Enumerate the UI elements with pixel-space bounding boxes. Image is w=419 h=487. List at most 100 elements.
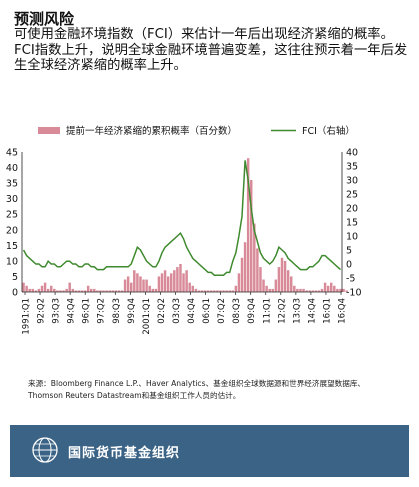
probability-bar: [256, 248, 259, 292]
x-tick-label: 93:Q3: [52, 298, 62, 324]
x-tick-label: 98:Q3: [112, 298, 122, 324]
x-tick-label: 16:Q4: [338, 298, 348, 324]
probability-bar: [333, 285, 336, 292]
probability-bar: [268, 288, 271, 292]
probability-bar: [240, 257, 244, 292]
probability-bar: [148, 285, 151, 292]
x-tick-label: 03:Q3: [172, 298, 182, 324]
probability-bar: [290, 276, 293, 292]
probability-bar: [320, 288, 324, 292]
x-tick-label: 04:Q4: [187, 298, 197, 324]
probability-bar: [68, 282, 71, 292]
probability-bar: [299, 288, 302, 292]
probability-bar: [154, 288, 158, 292]
probability-bar: [170, 273, 173, 292]
right-tick-label: 35: [346, 162, 358, 173]
probability-bar: [194, 288, 198, 292]
probability-bar: [314, 290, 318, 292]
probability-bar: [160, 273, 164, 292]
x-tick-label: 16:Q1: [322, 298, 332, 324]
probability-bar: [105, 290, 108, 292]
probability-bar: [228, 290, 231, 292]
probability-bar: [83, 290, 87, 292]
probability-bar: [213, 290, 216, 292]
probability-bar: [259, 267, 262, 292]
fci-chart: 提前一年经济紧缩的累积概率（百分数） FCI（右轴） 0 5 10 15 20 25 30 3…: [6, 125, 362, 335]
x-tick-label: 2001:Q1: [142, 298, 152, 335]
x-tick-label: 08:Q3: [232, 298, 242, 324]
probability-bar: [56, 290, 59, 292]
probability-bar: [59, 290, 62, 292]
probability-bar: [157, 276, 161, 292]
probability-bar: [25, 285, 28, 292]
probability-bar: [262, 279, 265, 292]
probability-bar: [117, 290, 121, 292]
probability-bar: [65, 288, 68, 292]
left-tick-label: 5: [12, 272, 18, 283]
probability-bar: [77, 290, 81, 292]
x-tick-label: 1991:Q1: [22, 298, 32, 335]
page-subtitle: 可使用金融环境指数（FCI）来估计一年后出现经济紧缩的概率。FCI指数上升，说明…: [14, 27, 408, 73]
right-tick-label: 20: [346, 204, 358, 215]
right-tick-label: -5: [346, 274, 355, 285]
x-tick-label: 02:Q2: [157, 298, 167, 324]
x-tick-label: 11:Q1: [262, 298, 272, 324]
probability-bar: [197, 290, 201, 292]
probability-bar: [231, 290, 234, 292]
org-name: 国际货币基金组织: [68, 446, 181, 461]
left-tick-label: 0: [12, 288, 18, 299]
x-tick-label: 14:Q4: [307, 298, 317, 324]
left-axis-ticks: 0 5 10 15 20 25 30 35 40 45: [6, 148, 18, 299]
probability-bar: [342, 288, 345, 292]
left-tick-label: 45: [6, 148, 18, 159]
chart-legend: 提前一年经济紧缩的累积概率（百分数） FCI（右轴）: [38, 125, 355, 137]
probability-bar: [74, 290, 78, 292]
probability-bar: [250, 180, 253, 292]
probability-bar: [163, 270, 167, 292]
x-tick-label: 06:Q1: [202, 298, 212, 324]
probability-bar: [145, 279, 148, 292]
probability-bar: [336, 288, 339, 292]
probability-bar: [311, 290, 314, 292]
x-tick-label: 92:Q2: [37, 298, 47, 324]
probability-bar: [305, 290, 308, 292]
probability-bar: [62, 290, 65, 292]
left-tick-label: 40: [6, 163, 18, 174]
probability-bar: [317, 290, 321, 292]
probability-bar: [222, 290, 225, 292]
right-tick-label: 25: [346, 190, 358, 201]
probability-bar: [80, 290, 84, 292]
right-axis-ticks: -10 -5 0 5 10 15 20 25 30 35 40: [346, 148, 362, 299]
probability-bars: [22, 158, 348, 292]
probability-bar: [234, 285, 238, 292]
probability-bar: [206, 290, 210, 292]
legend-bar-swatch: [38, 127, 60, 134]
probability-bar: [302, 288, 305, 292]
left-tick-label: 20: [6, 225, 18, 236]
left-tick-label: 10: [6, 256, 18, 267]
probability-bar: [203, 290, 207, 292]
probability-bar: [182, 273, 185, 292]
probability-bar: [40, 285, 44, 292]
footer-banner: 国际货币基金组织: [10, 425, 409, 477]
x-axis-labels: 1991:Q1 92:Q2 93:Q3 94:Q4 96:Q1 97:Q2 98:Q3 99:…: [22, 292, 348, 335]
probability-bar: [185, 270, 188, 292]
imf-globe-logo-icon: [32, 437, 58, 463]
probability-bar: [46, 288, 50, 292]
probability-bar: [216, 290, 219, 292]
x-tick-label: 97:Q2: [97, 298, 107, 324]
left-tick-label: 25: [6, 210, 18, 221]
probability-bar: [37, 288, 41, 292]
probability-bar: [28, 288, 31, 292]
probability-bar: [243, 242, 247, 292]
probability-bar: [99, 290, 102, 292]
probability-bar: [142, 279, 145, 292]
probability-bar: [200, 290, 204, 292]
probability-bar: [176, 267, 179, 292]
probability-bar: [102, 290, 105, 292]
probability-bar: [166, 276, 170, 292]
fci-line: [22, 160, 341, 276]
probability-bar: [237, 273, 241, 292]
probability-bar: [53, 288, 56, 292]
probability-bar: [126, 276, 130, 292]
